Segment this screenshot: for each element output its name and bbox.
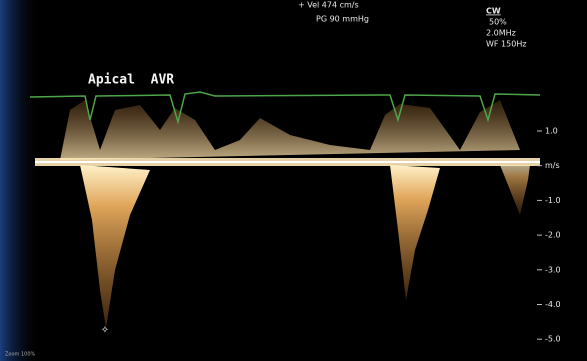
- scale-label: -5.0: [545, 335, 561, 344]
- scale-label: -3.0: [545, 265, 561, 274]
- pressure-gradient: PG 90 mmHg: [316, 15, 369, 24]
- scale-label: -4.0: [545, 300, 561, 309]
- scale-label: -2.0: [545, 231, 561, 240]
- annotation: Apical AVR: [88, 73, 174, 88]
- velocity-cursor: ✧: [101, 325, 109, 336]
- mode: CW: [486, 7, 501, 16]
- scale-label: 1.0: [545, 127, 558, 136]
- baseline: [35, 161, 540, 163]
- footer: Zoom 100%: [5, 352, 36, 358]
- ultrasound-screen: ✧ + Vel 474 cm/s PG 90 mmHg CW 50% 2.0MH…: [0, 0, 587, 361]
- scale-label: -1.0: [545, 196, 561, 205]
- wall-filter: WF 150Hz: [486, 40, 527, 49]
- scale-label: m/s: [545, 161, 560, 170]
- screen-edge: [0, 0, 40, 361]
- power: 50%: [489, 18, 507, 27]
- frequency: 2.0MHz: [486, 29, 516, 38]
- velocity: + Vel 474 cm/s: [298, 1, 359, 10]
